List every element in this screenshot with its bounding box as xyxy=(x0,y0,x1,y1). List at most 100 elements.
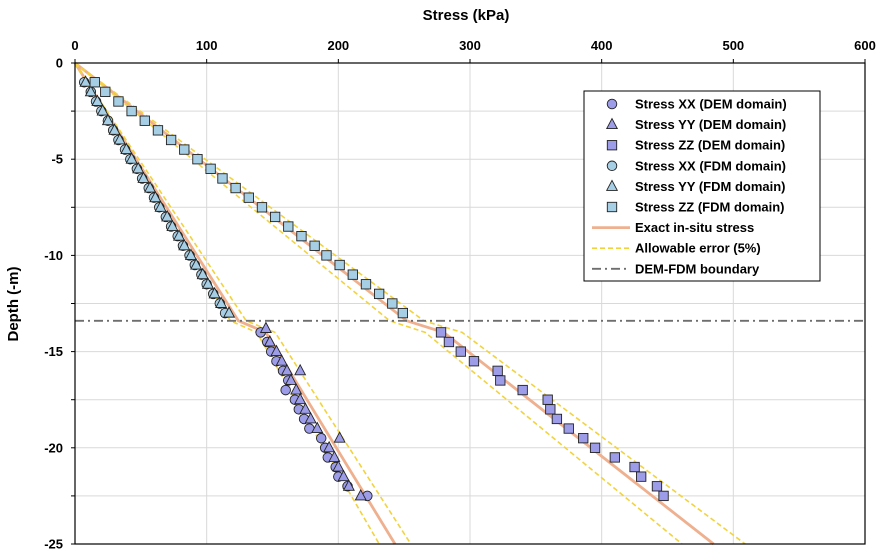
data-point xyxy=(636,471,647,482)
legend-item: DEM-FDM boundary xyxy=(592,261,760,276)
exact-stress-line xyxy=(73,62,397,545)
data-point xyxy=(139,115,150,126)
data-point xyxy=(101,113,114,126)
data-point xyxy=(294,392,307,405)
data-point xyxy=(551,413,563,425)
data-point xyxy=(215,296,228,308)
x-tick-label: 400 xyxy=(591,38,613,53)
data-point xyxy=(290,383,303,395)
legend: Stress XX (DEM domain) Stress YY (DEM dom… xyxy=(583,90,821,282)
data-point xyxy=(217,173,228,184)
y-tick-label: -10 xyxy=(44,248,63,263)
data-point xyxy=(84,84,97,97)
data-point xyxy=(299,402,312,414)
y-tick-label: 0 xyxy=(56,56,63,71)
data-point xyxy=(79,75,92,87)
data-point xyxy=(651,481,663,492)
data-point xyxy=(89,77,100,88)
legend-label: DEM-FDM boundary xyxy=(635,261,760,276)
x-tick-label: 600 xyxy=(854,38,876,53)
data-point xyxy=(208,286,221,299)
legend-label: Stress ZZ (FDM domain) xyxy=(635,200,785,215)
data-point xyxy=(172,229,186,241)
data-point xyxy=(589,442,601,453)
axis-ticks: 0 100 200 300 400 500 600 0 -5 -10 -15 -20 -25 xyxy=(44,38,876,552)
data-point xyxy=(126,105,137,117)
data-point xyxy=(360,279,372,290)
data-point xyxy=(563,423,574,434)
data-point xyxy=(166,219,179,231)
data-point xyxy=(435,327,447,338)
x-tick-label: 300 xyxy=(459,38,481,53)
data-point xyxy=(492,365,503,376)
legend-marker xyxy=(606,140,618,151)
data-point xyxy=(545,404,556,415)
legend-item: Stress XX (DEM domain) xyxy=(606,97,787,112)
legend-label: Stress XX (FDM domain) xyxy=(635,158,786,173)
data-point xyxy=(96,104,109,116)
data-point xyxy=(309,240,320,251)
data-point xyxy=(100,86,111,98)
y-tick-label: -5 xyxy=(51,152,63,167)
legend-label: Stress YY (DEM domain) xyxy=(635,117,786,132)
data-point xyxy=(243,192,254,203)
data-point xyxy=(269,211,281,223)
legend-item: Stress XX (FDM domain) xyxy=(606,158,786,173)
data-point xyxy=(334,259,345,271)
data-point xyxy=(468,356,480,367)
data-point xyxy=(263,335,276,347)
data-point xyxy=(342,479,355,491)
data-point xyxy=(284,373,297,385)
data-point xyxy=(256,202,268,213)
data-point xyxy=(259,321,272,333)
allowable-error-line xyxy=(74,62,746,545)
data-point xyxy=(205,163,216,174)
data-point xyxy=(658,490,669,502)
data-point xyxy=(161,209,174,222)
data-point xyxy=(294,363,307,376)
legend-label: Stress XX (DEM domain) xyxy=(635,97,787,112)
data-point xyxy=(165,134,177,146)
legend-marker xyxy=(606,160,618,172)
data-markers xyxy=(78,75,669,502)
data-point xyxy=(374,288,385,300)
data-point xyxy=(132,161,145,174)
y-tick-label: -25 xyxy=(44,537,63,552)
data-point xyxy=(397,307,408,319)
legend-item: Stress ZZ (DEM domain) xyxy=(606,138,785,153)
data-point xyxy=(230,182,241,194)
x-axis-title: Stress (kPa) xyxy=(423,7,510,24)
data-point xyxy=(154,200,167,212)
data-point xyxy=(137,171,150,183)
legend-box xyxy=(583,90,821,282)
x-tick-label: 500 xyxy=(722,38,744,53)
data-point xyxy=(578,433,589,444)
legend-label: Exact in-situ stress xyxy=(635,220,754,235)
data-point xyxy=(280,384,291,396)
data-point xyxy=(517,384,528,396)
data-point xyxy=(332,460,345,472)
y-axis-title: Depth (-m) xyxy=(5,267,22,342)
x-tick-label: 100 xyxy=(196,38,218,53)
data-point xyxy=(113,96,124,107)
legend-label: Allowable error (5%) xyxy=(635,241,761,256)
data-point xyxy=(542,394,553,405)
data-point xyxy=(192,154,203,165)
data-point xyxy=(321,250,332,261)
data-point xyxy=(337,469,350,482)
y-tick-label: -15 xyxy=(44,344,63,359)
data-point xyxy=(190,258,203,270)
data-point xyxy=(91,94,104,106)
legend-item: Stress YY (FDM domain) xyxy=(605,179,786,194)
data-point xyxy=(609,452,620,463)
data-point xyxy=(144,181,157,193)
x-tick-label: 0 xyxy=(71,38,78,53)
legend-label: Stress YY (FDM domain) xyxy=(635,179,786,194)
legend-marker xyxy=(606,98,618,110)
data-point xyxy=(178,238,191,251)
data-point xyxy=(315,432,327,444)
data-point xyxy=(323,440,336,453)
data-point xyxy=(347,269,358,280)
legend-marker xyxy=(605,179,619,191)
